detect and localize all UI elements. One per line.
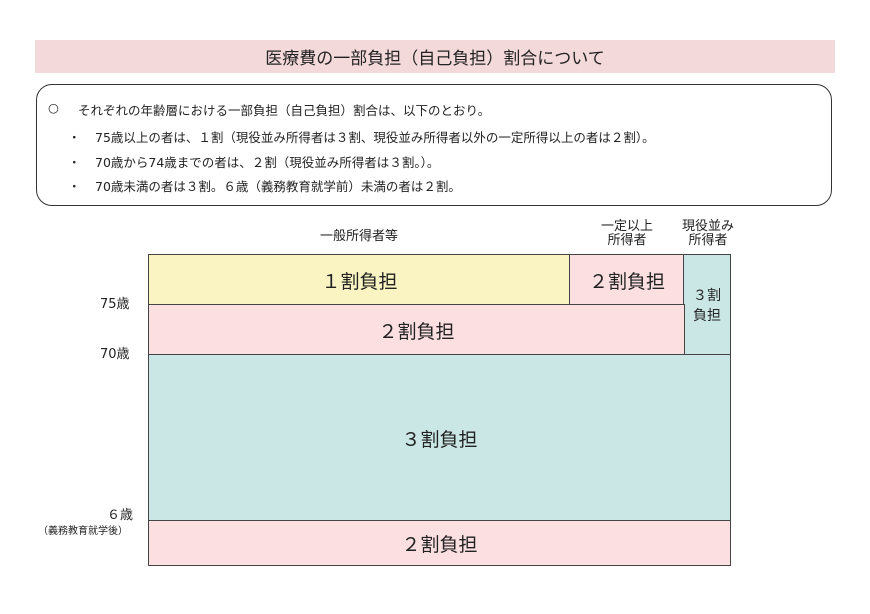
cell-active-income: ３割 負担	[683, 254, 731, 356]
summary-item: 75歳以上の者は、１割（現役並み所得者は３割、現役並み所得者以外の一定所得以上の…	[95, 130, 655, 145]
summary-box	[36, 84, 832, 206]
cell-75-general: １割負担	[148, 254, 571, 306]
bullet: ・	[68, 179, 81, 194]
header-general: 一般所得者等	[319, 229, 398, 244]
bullet: ・	[68, 155, 81, 170]
page-title: 医療費の一部負担（自己負担）割合について	[35, 40, 835, 73]
summary-lead: それぞれの年齢層における一部負担（自己負担）割合は、以下のとおり。	[78, 103, 491, 118]
age-75: 75歳	[100, 297, 130, 312]
summary-item: 70歳から74歳までの者は、２割（現役並み所得者は３割。）。	[95, 155, 440, 170]
cell-6-69: ３割負担	[148, 354, 731, 522]
bullet: ・	[68, 130, 81, 145]
lead-marker: ○	[48, 100, 59, 115]
cell-under-6: ２割負担	[148, 520, 731, 566]
header-certain-income: 一定以上 所得者	[600, 219, 653, 248]
age-70: 70歳	[100, 347, 130, 362]
cell-75-certain-income: ２割負担	[569, 254, 685, 306]
summary-item: 70歳未満の者は３割。６歳（義務教育就学前）未満の者は２割。	[95, 179, 461, 194]
age-6-note: （義務教育就学後）	[38, 526, 128, 537]
cell-70-74: ２割負担	[148, 304, 685, 356]
age-6: ６歳	[107, 508, 134, 523]
header-active-income: 現役並み 所得者	[681, 219, 734, 248]
